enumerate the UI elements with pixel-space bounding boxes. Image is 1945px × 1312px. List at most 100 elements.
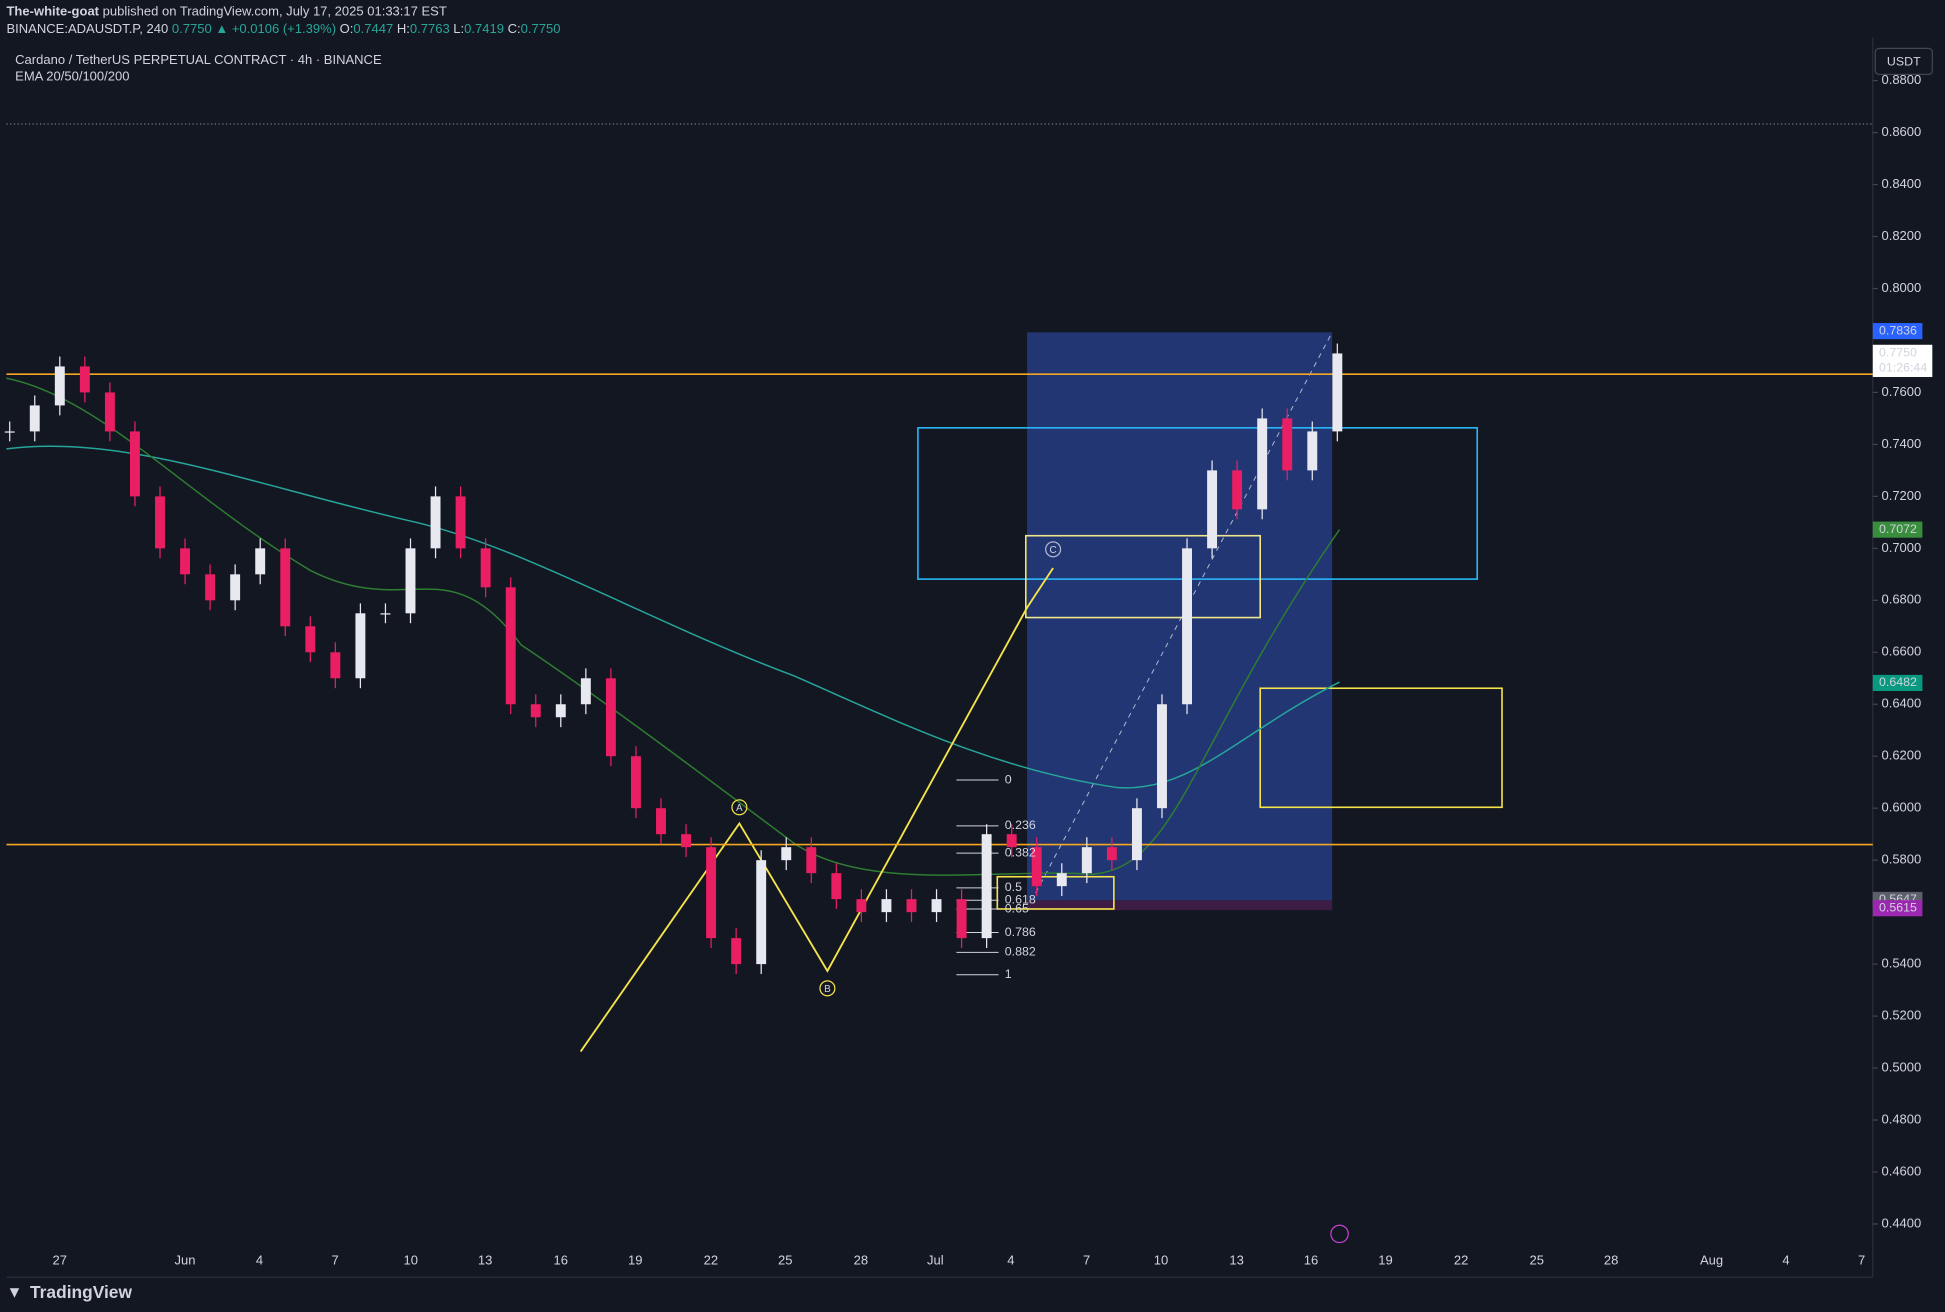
currency-button[interactable] [1874, 47, 1933, 76]
time-tick-label: 10 [1154, 1253, 1168, 1268]
author: The-white-goat [6, 4, 99, 19]
candle [505, 587, 516, 705]
ticker-line: BINANCE:ADAUSDT.P, 240 0.7750 ▲ +0.0106 … [6, 21, 560, 36]
publish-line: published on TradingView.com, July 17, 2… [103, 4, 447, 19]
price-tick-label: 0.5800 [1881, 852, 1921, 867]
time-tick-label: 4 [256, 1253, 263, 1268]
price-tick-label: 0.4600 [1881, 1163, 1921, 1178]
candle [330, 652, 341, 679]
price-tag [1872, 674, 1923, 692]
fib-label: 0.882 [1005, 945, 1036, 959]
price-tick-label: 0.7400 [1881, 436, 1921, 451]
price-tick-label: 0.5400 [1881, 956, 1921, 971]
position-loss-zone [1027, 900, 1333, 911]
time-tick-label: 7 [1083, 1253, 1090, 1268]
candle [731, 938, 742, 965]
symbol: BINANCE:ADAUSDT.P, 240 [6, 21, 168, 36]
change: ▲ +0.0106 (+1.39%) [215, 21, 336, 36]
last-price-label: 0.7750 [1879, 346, 1917, 360]
candle [380, 613, 391, 615]
price-tick-label: 0.7600 [1881, 384, 1921, 399]
candle [355, 613, 366, 679]
time-tick-label: 25 [1529, 1253, 1543, 1268]
candle [1056, 873, 1067, 887]
time-tick-label: 28 [854, 1253, 868, 1268]
price-tick-label: 0.7200 [1881, 488, 1921, 503]
time-tick-label: 7 [1858, 1253, 1865, 1268]
time-tick-label: 7 [331, 1253, 338, 1268]
price-tick-label: 0.8400 [1881, 176, 1921, 191]
price-tick-label: 0.6600 [1881, 644, 1921, 659]
time-tick-label: 13 [1229, 1253, 1243, 1268]
candle [305, 626, 316, 653]
time-tick-label: Jun [175, 1253, 196, 1268]
candle [1332, 353, 1343, 432]
candle [29, 405, 40, 432]
candle [79, 366, 90, 393]
candle [681, 834, 692, 848]
low: 0.7419 [464, 21, 504, 36]
time-tick-label: 22 [704, 1253, 718, 1268]
ema-line [6, 377, 1341, 876]
abc-wave [579, 567, 1054, 1053]
candle [656, 808, 666, 835]
candle [1282, 418, 1293, 471]
candle [756, 860, 767, 965]
wave-circle [819, 980, 836, 997]
candle [205, 574, 216, 601]
price-tag-label: 0.7836 [1879, 323, 1917, 337]
candle [1131, 808, 1142, 861]
fib-label: 0.786 [1005, 925, 1036, 939]
candle [580, 678, 591, 705]
legend-title: Cardano / TetherUS PERPETUAL CONTRACT · … [15, 52, 382, 67]
time-tick-label: 4 [1007, 1253, 1014, 1268]
open: 0.7447 [353, 21, 393, 36]
time-tick-label: 16 [1304, 1253, 1318, 1268]
price-tag-label: 0.5615 [1879, 901, 1917, 915]
candle [129, 431, 140, 497]
candle [605, 678, 616, 757]
time-tick-label: 16 [554, 1253, 568, 1268]
price-tag-label: 0.7072 [1879, 522, 1917, 536]
candle [255, 548, 266, 575]
wave-circle [1045, 541, 1062, 558]
candle [1106, 847, 1117, 861]
alert-icon [1330, 1224, 1349, 1244]
price-tick-label: 0.5200 [1881, 1008, 1921, 1023]
candle [706, 847, 717, 939]
candle [956, 899, 967, 939]
price-tag [1872, 900, 1923, 917]
candle [630, 756, 641, 809]
candle [280, 548, 291, 627]
candle [555, 704, 566, 718]
wave-label: B [824, 984, 831, 995]
price-tag [1872, 521, 1923, 538]
yellow-zone [1259, 687, 1503, 809]
currency-label: USDT [1887, 54, 1921, 68]
candle [906, 899, 917, 913]
time-tick-label: 25 [778, 1253, 792, 1268]
time-tick-label: Jul [927, 1253, 944, 1268]
candle [856, 899, 867, 913]
o-label: O: [340, 21, 354, 36]
fib-label: 0.236 [1005, 818, 1036, 832]
price-tick-label: 0.4400 [1881, 1215, 1921, 1230]
price-tick-label: 0.8200 [1881, 228, 1921, 243]
candle [455, 496, 466, 549]
time-tick-label: 19 [628, 1253, 642, 1268]
candle [155, 496, 165, 549]
wave-circle [731, 799, 748, 816]
yellow-zone [996, 875, 1115, 910]
c-label: C: [508, 21, 521, 36]
price-tick-label: 0.6200 [1881, 748, 1921, 763]
fib-label: 0.382 [1005, 845, 1036, 859]
price-tick-label: 0.5000 [1881, 1059, 1921, 1074]
price-tag [1872, 323, 1923, 340]
candle [480, 548, 491, 588]
position-profit-zone [1027, 332, 1333, 901]
high: 0.7763 [410, 21, 450, 36]
candle [981, 834, 992, 939]
brand-logo: ▼ [6, 1284, 22, 1302]
price-tick-label: 0.6000 [1881, 800, 1921, 815]
